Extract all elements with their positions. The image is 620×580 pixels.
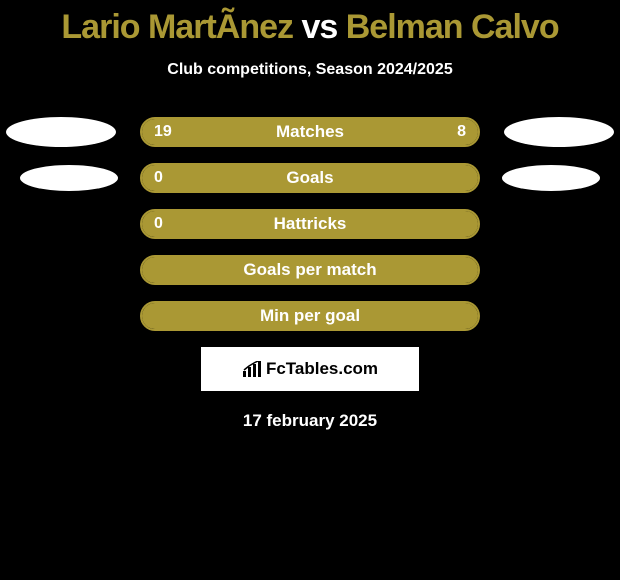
date: 17 february 2025 <box>0 411 620 431</box>
player1-avatar-placeholder <box>6 117 116 147</box>
stat-row-goals-per-match: Goals per match <box>0 255 620 285</box>
stat-value-right: 8 <box>457 123 466 141</box>
vs-text: vs <box>301 8 337 46</box>
stat-label: Goals <box>142 168 478 188</box>
comparison-title: Lario MartÃ­nez vs Belman Calvo <box>0 0 620 47</box>
stat-row-matches: 19 Matches 8 <box>0 117 620 147</box>
stat-row-goals: 0 Goals <box>0 163 620 193</box>
stat-bar: 0 Goals <box>140 163 480 193</box>
logo-box[interactable]: FcTables.com <box>201 347 419 391</box>
stat-bar: 0 Hattricks <box>140 209 480 239</box>
subtitle: Club competitions, Season 2024/2025 <box>0 61 620 79</box>
logo: FcTables.com <box>242 359 378 379</box>
stat-label: Matches <box>142 122 478 142</box>
player1-avatar-placeholder <box>20 165 118 191</box>
stat-row-min-per-goal: Min per goal <box>0 301 620 331</box>
stats-container: 19 Matches 8 0 Goals 0 Hattricks Goals p… <box>0 117 620 331</box>
player2-avatar-placeholder <box>502 165 600 191</box>
logo-text: FcTables.com <box>266 359 378 379</box>
player2-avatar-placeholder <box>504 117 614 147</box>
stat-bar: Min per goal <box>140 301 480 331</box>
stat-label: Min per goal <box>142 306 478 326</box>
player2-name: Belman Calvo <box>346 8 559 46</box>
stat-bar: 19 Matches 8 <box>140 117 480 147</box>
player1-name: Lario MartÃ­nez <box>61 8 293 46</box>
stat-row-hattricks: 0 Hattricks <box>0 209 620 239</box>
stat-bar: Goals per match <box>140 255 480 285</box>
bar-chart-icon <box>242 361 262 377</box>
stat-label: Goals per match <box>142 260 478 280</box>
stat-label: Hattricks <box>142 214 478 234</box>
